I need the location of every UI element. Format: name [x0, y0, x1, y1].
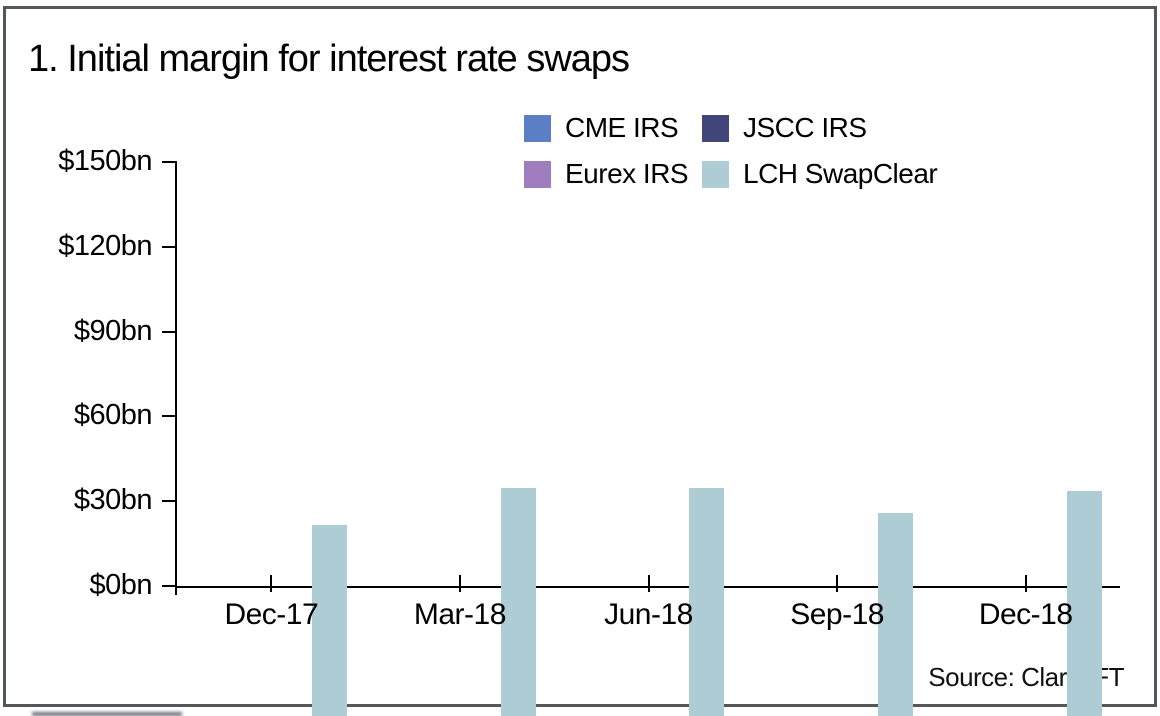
x-axis-label: Dec-18 — [978, 598, 1073, 631]
legend-item: Eurex IRS — [524, 158, 702, 190]
y-axis-label: $0bn — [89, 569, 152, 601]
legend: CME IRS JSCC IRS Eurex IRS LCH SwapClear — [524, 112, 938, 204]
x-axis-label: Dec-17 — [224, 598, 319, 631]
bar-group — [554, 162, 743, 716]
bar-lch-swapclear — [878, 513, 914, 716]
y-axis-tick — [162, 500, 177, 503]
bar-group — [743, 162, 932, 716]
x-axis-tick — [1025, 575, 1027, 592]
x-axis-label: Jun-18 — [604, 598, 693, 631]
legend-swatch-icon — [702, 160, 729, 188]
bar-group — [366, 162, 555, 716]
y-axis-tick — [162, 245, 177, 248]
bar-lch-swapclear — [689, 488, 725, 716]
y-axis-line — [175, 162, 177, 595]
bar-lch-swapclear — [500, 488, 536, 716]
legend-label: CME IRS — [565, 112, 679, 143]
cropped-content-below — [32, 712, 182, 716]
y-axis-label: $90bn — [73, 314, 153, 347]
y-axis-label: $120bn — [58, 229, 152, 262]
y-axis-label: $150bn — [58, 145, 152, 177]
legend-swatch-icon — [524, 114, 551, 142]
legend-item: CME IRS — [524, 112, 702, 144]
legend-swatch-icon — [524, 160, 551, 188]
legend-item: LCH SwapClear — [702, 158, 938, 190]
bar-lch-swapclear — [1066, 491, 1102, 716]
legend-row: Eurex IRS LCH SwapClear — [524, 158, 938, 190]
legend-swatch-icon — [702, 114, 729, 142]
x-axis-tick — [459, 575, 461, 592]
legend-label: LCH SwapClear — [743, 158, 938, 189]
y-axis-tick — [162, 585, 177, 587]
figure-border — [3, 6, 1157, 707]
y-axis-tick — [162, 330, 177, 333]
bar-group — [177, 162, 366, 716]
bar-group — [931, 162, 1120, 716]
x-axis-tick — [648, 575, 650, 592]
legend-row: CME IRS JSCC IRS — [524, 112, 937, 144]
y-axis-tick — [162, 415, 177, 418]
y-axis-tick — [162, 161, 177, 163]
bar-lch-swapclear — [312, 525, 348, 716]
x-axis-tick — [836, 575, 838, 592]
legend-label: Eurex IRS — [565, 158, 689, 189]
legend-label: JSCC IRS — [743, 112, 867, 143]
x-axis-label: Mar-18 — [413, 598, 507, 631]
x-axis-tick — [270, 575, 272, 592]
legend-item: JSCC IRS — [702, 112, 937, 144]
y-axis-label: $30bn — [73, 484, 153, 517]
y-axis-label: $60bn — [73, 399, 153, 432]
x-axis-label: Sep-18 — [790, 598, 884, 631]
chart-title: 1. Initial margin for interest rate swap… — [28, 38, 630, 80]
